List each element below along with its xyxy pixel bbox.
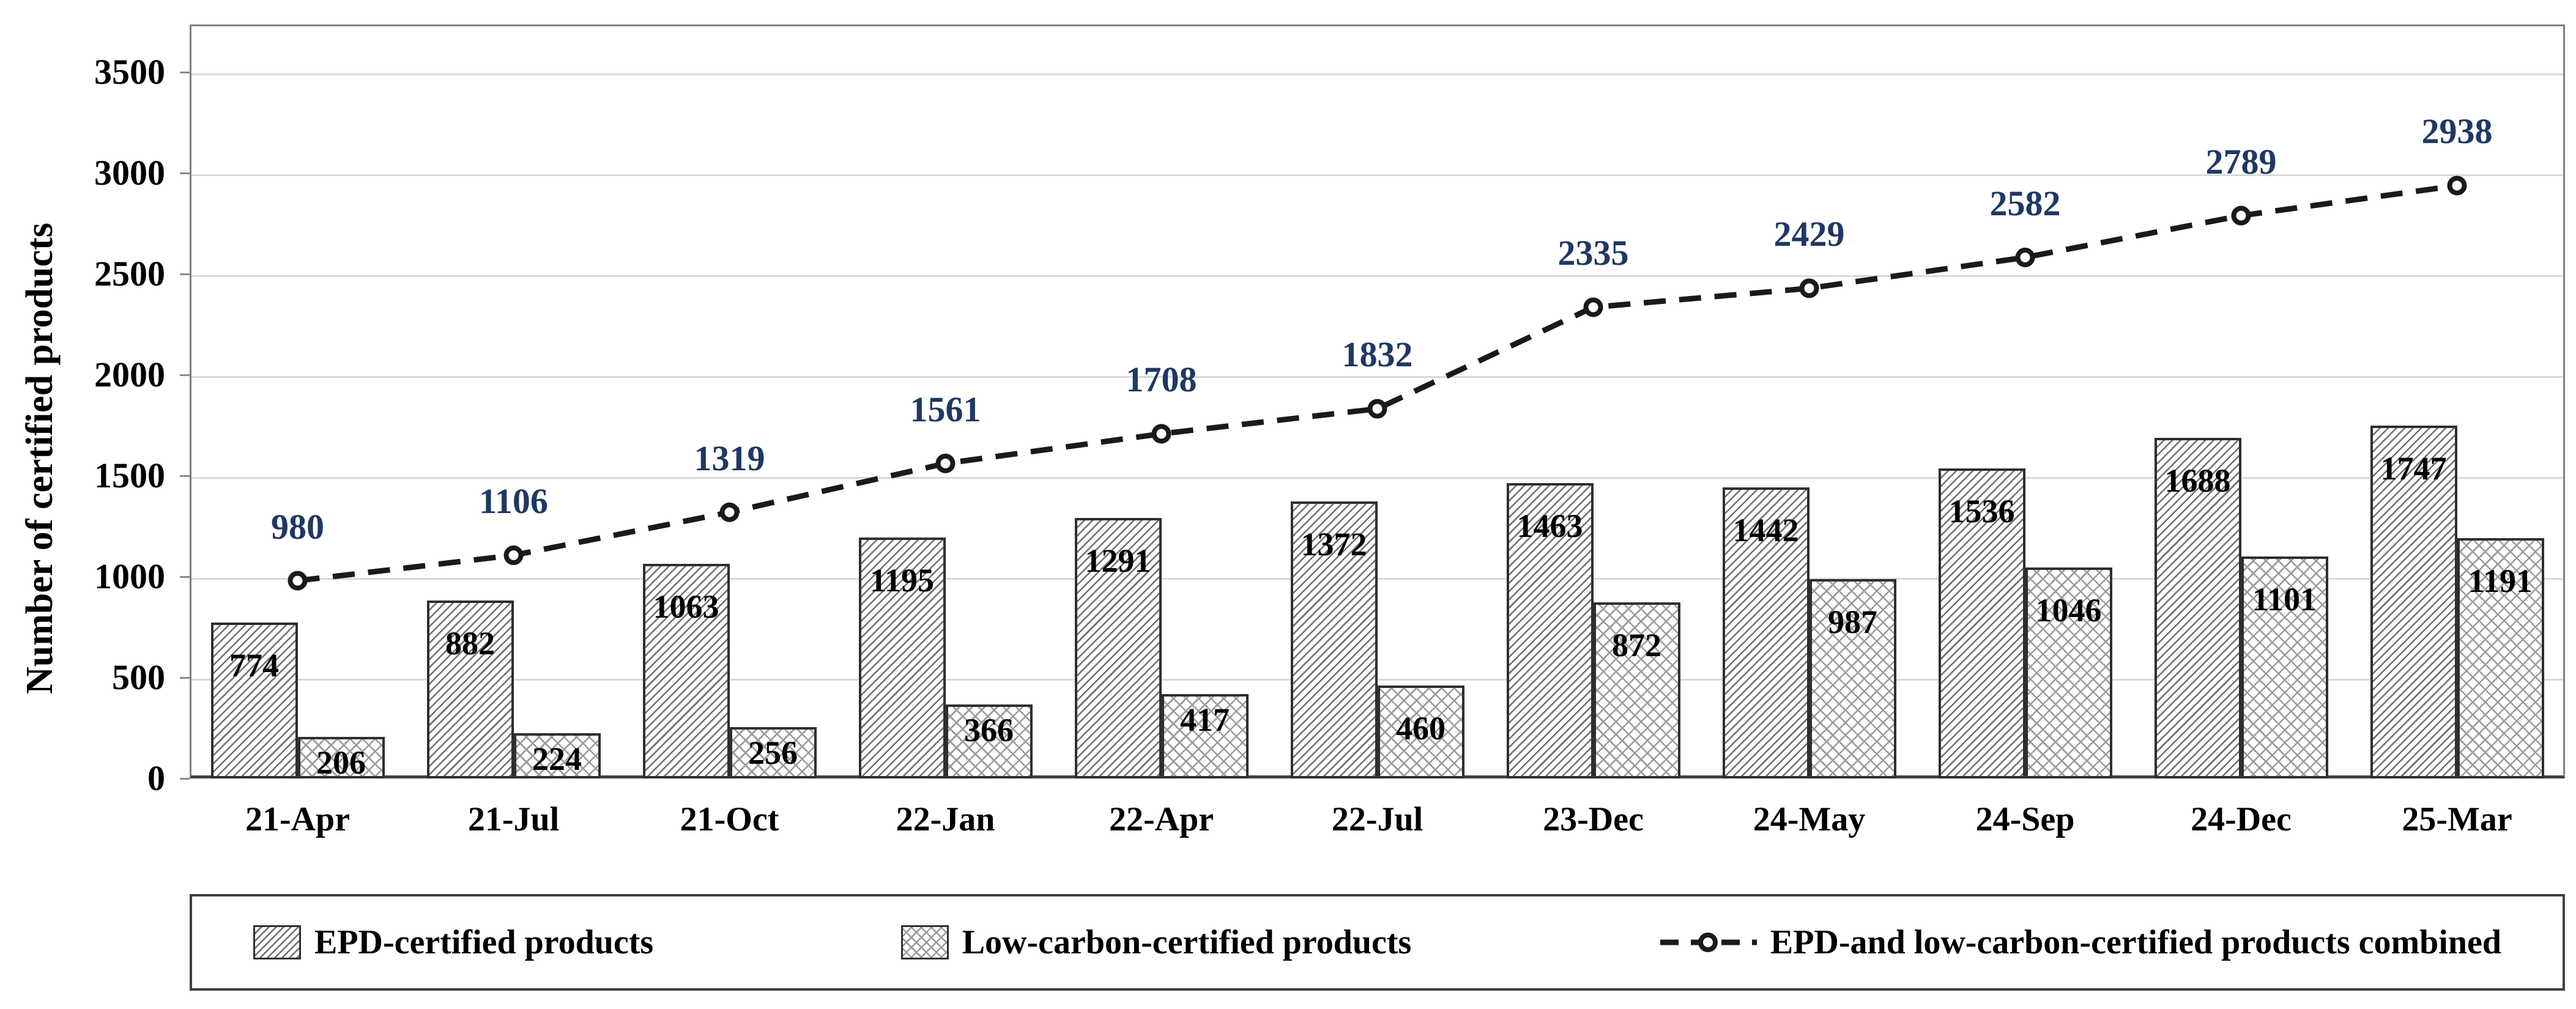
- legend-item-lowcarbon: Low-carbon-certified products: [900, 923, 1412, 962]
- legend-label-combined: EPD-and low-carbon-certified products co…: [1770, 923, 2501, 961]
- combined-value-label: 2429: [1773, 214, 1845, 254]
- bar-lowcarbon: [2241, 556, 2328, 778]
- legend-item-epd: EPD-certified products: [253, 923, 653, 962]
- bar-value-label: 1536: [1948, 493, 2015, 530]
- bar-value-label: 1191: [2468, 562, 2533, 599]
- combined-value-label: 1106: [479, 481, 548, 522]
- bar-value-label: 882: [445, 624, 495, 662]
- bar-value-label: 1291: [1085, 542, 1151, 579]
- bar-epd: [642, 564, 730, 778]
- gridline: [191, 275, 2563, 277]
- bar-value-label: 417: [1180, 701, 1230, 739]
- bar-lowcarbon: [1161, 694, 1249, 778]
- combined-value-label: 2789: [2205, 141, 2277, 182]
- lowcarbon-crosshatch-swatch-icon: [900, 925, 949, 959]
- combined-value-label: 2582: [1989, 183, 2061, 223]
- y-tick-label: 2500: [94, 254, 165, 294]
- bar-lowcarbon: [1809, 579, 1896, 778]
- bar-value-label: 872: [1612, 627, 1661, 664]
- y-tick-label: 1500: [94, 456, 165, 495]
- gridline: [191, 174, 2563, 176]
- bar-value-label: 774: [229, 646, 279, 684]
- bar-value-label: 366: [964, 712, 1014, 749]
- x-tick-label: 22-Apr: [1108, 800, 1214, 838]
- y-axis-tick-mark: [180, 677, 190, 679]
- x-tick-label: 25-Mar: [2402, 800, 2512, 838]
- combined-value-label: 1832: [1342, 334, 1413, 375]
- bar-value-label: 460: [1396, 710, 1446, 747]
- combined-value-label: 980: [271, 506, 324, 547]
- y-axis-tick-mark: [180, 475, 190, 477]
- legend: EPD-certified products Low-carbon-certif…: [190, 894, 2565, 991]
- bar-lowcarbon: [2025, 567, 2112, 778]
- gridline: [191, 73, 2563, 75]
- bar-value-label: 1747: [2380, 450, 2447, 487]
- bar-lowcarbon: [1377, 686, 1464, 778]
- x-tick-label: 22-Jan: [896, 800, 995, 838]
- bar-value-label: 256: [748, 734, 798, 771]
- x-tick-label: 24-Sep: [1975, 800, 2075, 838]
- y-tick-label: 500: [112, 657, 165, 697]
- bar-value-label: 1063: [653, 588, 719, 626]
- bar-value-label: 1688: [2164, 462, 2231, 499]
- bar-value-label: 987: [1828, 604, 1877, 641]
- y-axis-tick-mark: [180, 374, 190, 376]
- legend-label-lowcarbon: Low-carbon-certified products: [962, 923, 1412, 961]
- legend-item-combined: EPD-and low-carbon-certified products co…: [1659, 923, 2501, 962]
- y-axis-tick-mark: [180, 172, 190, 174]
- plot-area: [190, 24, 2565, 778]
- y-tick-label: 1000: [94, 556, 165, 596]
- bar-value-label: 1195: [869, 561, 935, 599]
- bar-value-label: 1372: [1301, 526, 1367, 563]
- y-axis-tick-mark: [180, 72, 190, 73]
- y-tick-label: 3500: [94, 52, 165, 92]
- x-tick-label: 21-Jul: [467, 800, 560, 838]
- y-axis-tick-mark: [180, 576, 190, 578]
- y-axis-tick-mark: [180, 778, 190, 780]
- x-tick-label: 24-Dec: [2191, 800, 2292, 838]
- combined-value-label: 1561: [910, 389, 981, 429]
- bar-value-label: 1046: [2035, 591, 2102, 629]
- combined-value-label: 2335: [1557, 233, 1629, 273]
- x-tick-label: 21-Apr: [245, 800, 351, 838]
- gridline: [191, 679, 2563, 681]
- y-tick-label: 0: [147, 758, 165, 798]
- y-tick-label: 3000: [94, 153, 165, 193]
- x-tick-label: 23-Dec: [1543, 800, 1644, 838]
- combined-value-label: 2938: [2421, 111, 2493, 152]
- dashed-line-marker-icon: [1660, 933, 1757, 952]
- y-tick-label: 2000: [94, 355, 165, 394]
- bar-value-label: 1101: [2252, 580, 2317, 618]
- combined-value-label: 1708: [1126, 360, 1197, 400]
- bar-lowcarbon: [513, 733, 601, 778]
- x-tick-label: 21-Oct: [680, 800, 779, 838]
- bar-lowcarbon: [729, 726, 817, 778]
- bar-lowcarbon: [297, 737, 385, 778]
- bar-lowcarbon: [2457, 538, 2544, 778]
- x-tick-label: 22-Jul: [1331, 800, 1423, 838]
- bar-epd: [426, 600, 514, 778]
- bar-epd: [210, 622, 298, 778]
- x-tick-label: 24-May: [1753, 800, 1866, 838]
- legend-label-epd: EPD-certified products: [314, 923, 654, 961]
- combined-value-label: 1319: [694, 438, 765, 478]
- gridline: [191, 376, 2563, 378]
- bar-lowcarbon: [945, 704, 1033, 778]
- bar-value-label: 1463: [1516, 508, 1583, 545]
- bar-value-label: 206: [316, 744, 366, 782]
- y-axis-tick-mark: [180, 273, 190, 275]
- bar-value-label: 1442: [1732, 512, 1799, 549]
- bar-value-label: 224: [532, 741, 582, 778]
- bar-lowcarbon: [1593, 602, 1680, 778]
- epd-hatch-swatch-icon: [253, 925, 301, 959]
